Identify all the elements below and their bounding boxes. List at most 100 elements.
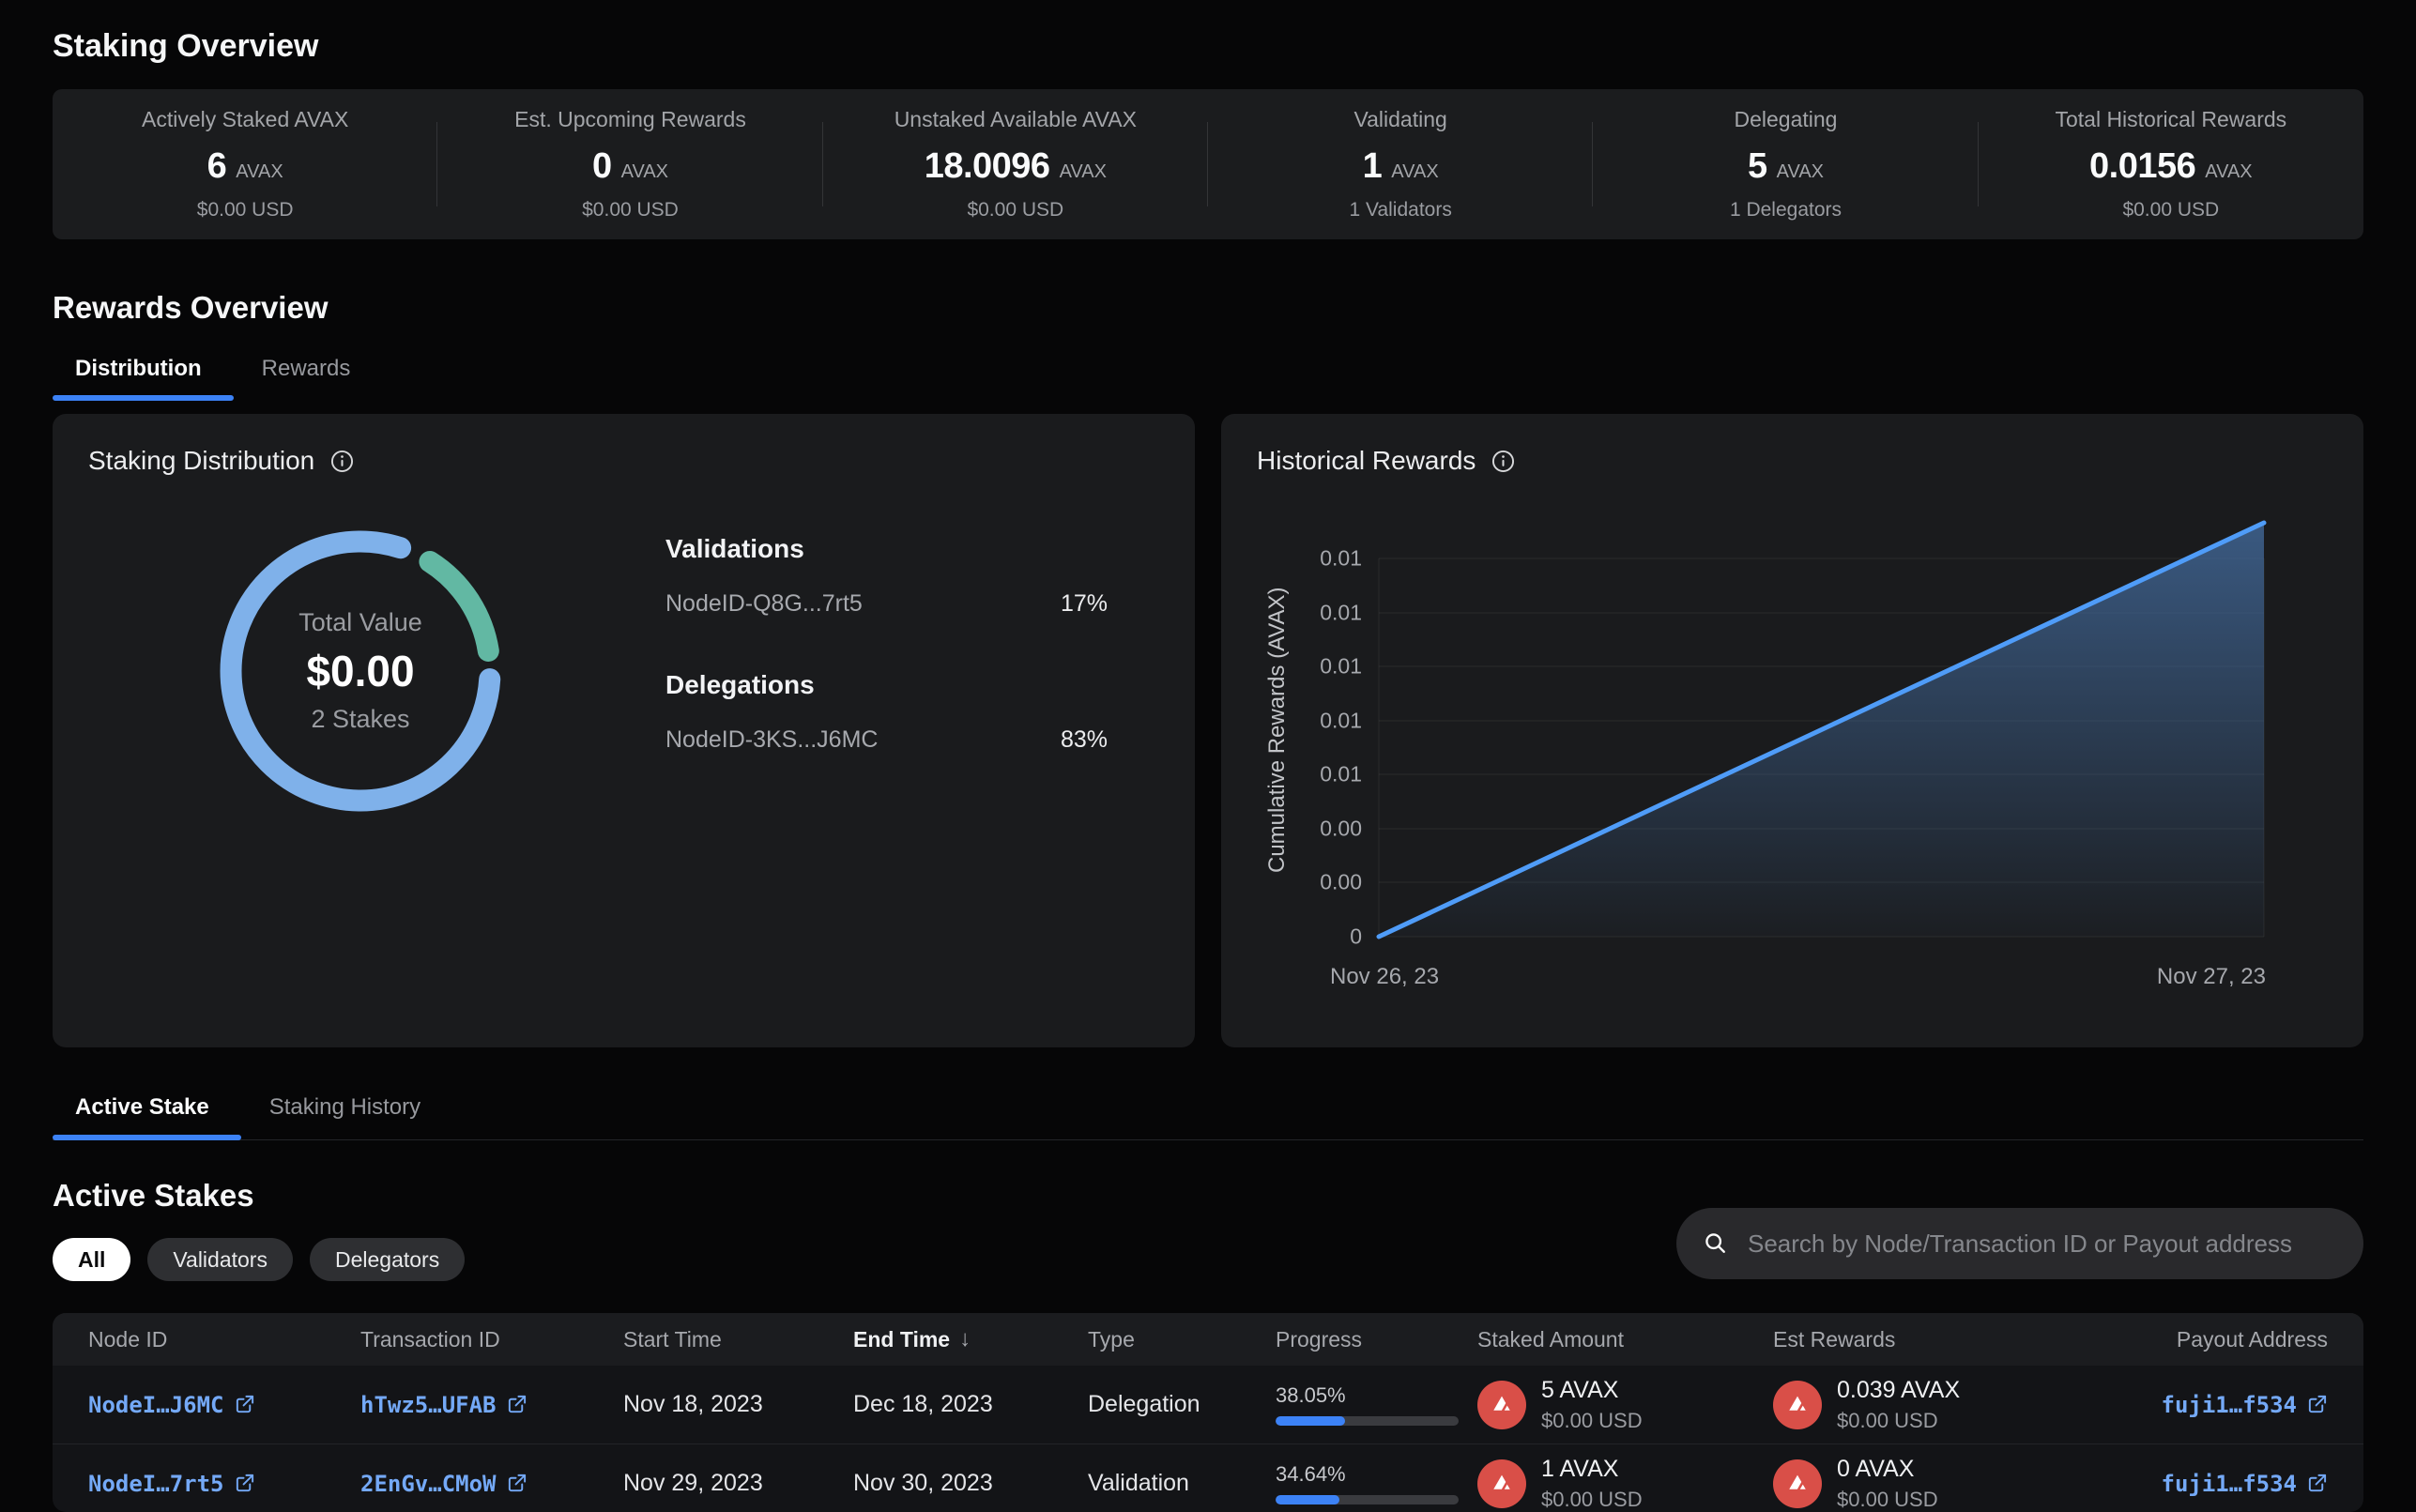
- node-id-link[interactable]: NodeI…7rt5: [88, 1471, 360, 1497]
- est-rewards-cell: 0.039 AVAX $0.00 USD: [1773, 1377, 2120, 1433]
- list-item: NodeID-3KS...J6MC 83%: [665, 726, 1108, 754]
- avax-logo-icon: [1477, 1380, 1526, 1429]
- stat-validating: Validating 1 AVAX 1 Validators: [1208, 107, 1594, 221]
- node-id-link[interactable]: NodeI…J6MC: [88, 1392, 360, 1418]
- external-link-icon: [2308, 1395, 2327, 1413]
- y-tick: 0.01: [1320, 545, 1362, 571]
- column-header-node-id[interactable]: Node ID: [88, 1326, 168, 1352]
- info-icon[interactable]: [329, 449, 355, 474]
- column-header-type[interactable]: Type: [1088, 1326, 1135, 1352]
- tab-distribution[interactable]: Distribution: [53, 346, 239, 401]
- historical-rewards-chart: Cumulative Rewards (AVAX) 0.01 0.01 0.01…: [1257, 510, 2328, 990]
- active-stakes-header: Active Stakes All Validators Delegators: [53, 1178, 2363, 1281]
- column-header-est-rewards[interactable]: Est Rewards: [1773, 1326, 1896, 1352]
- column-header-payout-address[interactable]: Payout Address: [2176, 1326, 2328, 1352]
- payout-address-link[interactable]: fuji1…f534: [2162, 1392, 2329, 1418]
- validations-group: Validations NodeID-Q8G...7rt5 17%: [665, 534, 1108, 618]
- column-header-start-time[interactable]: Start Time: [623, 1326, 722, 1352]
- node-percent: 83%: [1060, 726, 1108, 753]
- x-axis-labels: Nov 26, 23 Nov 27, 23: [1330, 964, 2275, 990]
- y-tick: 0.01: [1320, 653, 1362, 679]
- est-rewards-cell: 0 AVAX $0.00 USD: [1773, 1456, 2120, 1512]
- avax-logo-icon: [1773, 1380, 1822, 1429]
- avax-logo-icon: [1477, 1459, 1526, 1508]
- stat-value: 0 AVAX: [591, 146, 668, 186]
- stat-actively-staked: Actively Staked AVAX 6 AVAX $0.00 USD: [53, 107, 438, 221]
- progress-percent: 34.64%: [1276, 1462, 1346, 1486]
- filter-all[interactable]: All: [53, 1238, 131, 1281]
- table-row: NodeI…J6MC hTwz5…UFAB Nov 18, 2023 Dec 1…: [53, 1366, 2363, 1444]
- progress-bar: [1276, 1495, 1459, 1504]
- staking-distribution-card: Staking Distribution Tota: [53, 414, 1195, 1047]
- donut-center: Total Value $0.00 2 Stakes: [220, 530, 501, 812]
- stat-sub: $0.00 USD: [582, 199, 679, 221]
- transaction-id-link[interactable]: hTwz5…UFAB: [360, 1392, 623, 1418]
- external-link-icon: [508, 1395, 526, 1413]
- stat-value: 1 AVAX: [1362, 146, 1439, 186]
- column-header-progress[interactable]: Progress: [1276, 1326, 1363, 1352]
- stake-tabs: Active Stake Staking History: [53, 1085, 2363, 1140]
- filter-validators[interactable]: Validators: [147, 1238, 293, 1281]
- tab-staking-history[interactable]: Staking History: [247, 1085, 458, 1139]
- search-input[interactable]: [1746, 1228, 2337, 1260]
- group-heading: Validations: [665, 534, 804, 563]
- node-percent: 17%: [1060, 590, 1108, 617]
- stat-value: 0.0156 AVAX: [2089, 146, 2253, 186]
- stat-sub: $0.00 USD: [196, 199, 294, 221]
- stat-sub: 1 Validators: [1349, 199, 1452, 221]
- progress-cell: 38.05%: [1276, 1383, 1477, 1426]
- stat-total-historical-rewards: Total Historical Rewards 0.0156 AVAX $0.…: [1979, 107, 2363, 221]
- stat-sub: $0.00 USD: [967, 199, 1064, 221]
- stake-filter-chips: All Validators Delegators: [53, 1238, 2363, 1281]
- card-title-row: Historical Rewards: [1257, 446, 2328, 476]
- progress-cell: 34.64%: [1276, 1462, 1477, 1504]
- card-title-row: Staking Distribution: [88, 446, 1159, 476]
- start-time-cell: Nov 29, 2023: [623, 1470, 763, 1496]
- column-header-transaction-id[interactable]: Transaction ID: [360, 1326, 500, 1352]
- active-stakes-heading: Active Stakes: [53, 1178, 254, 1213]
- donut-center-label: Total Value: [298, 608, 422, 636]
- card-title: Staking Distribution: [88, 446, 315, 475]
- delegations-group: Delegations NodeID-3KS...J6MC 83%: [665, 670, 1108, 754]
- search-icon: [1705, 1233, 1725, 1253]
- rewards-overview-heading: Rewards Overview: [53, 290, 329, 325]
- end-time-cell: Nov 30, 2023: [853, 1470, 993, 1496]
- staking-distribution-donut: Total Value $0.00 2 Stakes: [220, 530, 501, 812]
- est-rewards-text: 0 AVAX $0.00 USD: [1837, 1455, 1938, 1511]
- stat-label: Validating: [1353, 107, 1447, 131]
- stat-unstaked-available: Unstaked Available AVAX 18.0096 AVAX $0.…: [823, 107, 1209, 221]
- stat-label: Delegating: [1734, 107, 1838, 131]
- stat-upcoming-rewards: Est. Upcoming Rewards 0 AVAX $0.00 USD: [437, 107, 823, 221]
- progress-bar-fill: [1276, 1495, 1339, 1504]
- column-header-staked-amount[interactable]: Staked Amount: [1477, 1326, 1624, 1352]
- group-heading: Delegations: [665, 670, 815, 699]
- stat-sub: 1 Delegators: [1729, 199, 1843, 221]
- historical-rewards-card: Historical Rewards Cumulative Rewards (A…: [1221, 414, 2363, 1047]
- staked-amount-text: 1 AVAX $0.00 USD: [1541, 1455, 1643, 1511]
- line-chart: [1376, 520, 2267, 939]
- tab-rewards[interactable]: Rewards: [239, 346, 389, 401]
- active-stakes-table: Node ID Transaction ID Start Time End Ti…: [53, 1313, 2363, 1512]
- payout-address-link[interactable]: fuji1…f534: [2162, 1471, 2329, 1497]
- rewards-line: [1376, 520, 2267, 939]
- y-tick: 0.01: [1320, 708, 1362, 733]
- card-title: Historical Rewards: [1257, 446, 1476, 475]
- donut-center-value: $0.00: [306, 647, 415, 695]
- tab-label: Rewards: [261, 356, 351, 381]
- filter-delegators[interactable]: Delegators: [309, 1238, 466, 1281]
- staking-overview-stats: Actively Staked AVAX 6 AVAX $0.00 USD Es…: [53, 89, 2363, 239]
- column-header-end-time[interactable]: End Time ↓: [853, 1326, 971, 1352]
- staked-amount-cell: 1 AVAX $0.00 USD: [1477, 1456, 1773, 1512]
- stat-value: 18.0096 AVAX: [924, 146, 1107, 186]
- line-plot-area: Nov 26, 23 Nov 27, 23: [1330, 510, 2275, 990]
- node-id-label: NodeID-3KS...J6MC: [665, 726, 879, 753]
- list-item: NodeID-Q8G...7rt5 17%: [665, 590, 1108, 618]
- stat-sub: $0.00 USD: [2122, 199, 2220, 221]
- info-icon[interactable]: [1491, 449, 1516, 474]
- donut-chart: [220, 530, 501, 812]
- transaction-id-link[interactable]: 2EnGv…CMoW: [360, 1471, 623, 1497]
- stat-delegating: Delegating 5 AVAX 1 Delegators: [1593, 107, 1979, 221]
- search-bar[interactable]: [1676, 1208, 2363, 1279]
- tab-active-stake[interactable]: Active Stake: [53, 1085, 247, 1140]
